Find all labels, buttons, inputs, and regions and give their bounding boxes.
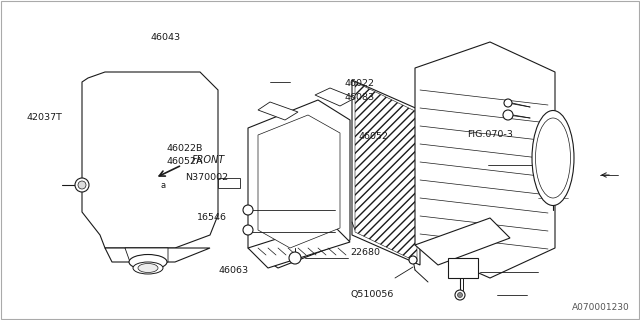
Circle shape — [503, 110, 513, 120]
Polygon shape — [315, 88, 355, 106]
Polygon shape — [125, 248, 168, 262]
Polygon shape — [258, 102, 298, 120]
Text: 42037T: 42037T — [27, 113, 63, 122]
Text: a: a — [161, 180, 166, 189]
Polygon shape — [82, 72, 218, 248]
Text: 46043: 46043 — [150, 33, 180, 42]
Polygon shape — [248, 100, 350, 268]
Ellipse shape — [138, 263, 158, 273]
Text: 46052: 46052 — [358, 132, 388, 140]
Circle shape — [243, 225, 253, 235]
Polygon shape — [105, 248, 210, 262]
Text: A070001230: A070001230 — [572, 303, 630, 312]
Text: 46083: 46083 — [344, 93, 374, 102]
Circle shape — [455, 290, 465, 300]
Circle shape — [75, 178, 89, 192]
Ellipse shape — [129, 254, 167, 269]
Text: 46022: 46022 — [344, 79, 374, 88]
Ellipse shape — [133, 262, 163, 274]
Circle shape — [504, 99, 512, 107]
Text: 46022B: 46022B — [166, 144, 203, 153]
Text: 22680: 22680 — [351, 248, 381, 257]
Text: Q510056: Q510056 — [351, 290, 394, 299]
Text: 46063: 46063 — [219, 266, 249, 275]
Text: FRONT: FRONT — [192, 155, 225, 165]
Polygon shape — [248, 222, 350, 268]
Circle shape — [243, 205, 253, 215]
Circle shape — [78, 181, 86, 189]
Circle shape — [409, 256, 417, 264]
Circle shape — [289, 252, 301, 264]
Polygon shape — [448, 258, 478, 278]
Polygon shape — [218, 178, 240, 188]
Polygon shape — [352, 80, 420, 265]
Ellipse shape — [532, 110, 574, 205]
Text: FIG.070-3: FIG.070-3 — [467, 130, 513, 139]
Text: 16546: 16546 — [197, 213, 227, 222]
Text: N370002: N370002 — [186, 173, 228, 182]
Polygon shape — [258, 115, 340, 248]
Polygon shape — [355, 82, 417, 262]
Circle shape — [458, 292, 463, 298]
Ellipse shape — [536, 118, 570, 198]
Polygon shape — [415, 218, 510, 265]
Text: 46052A: 46052A — [166, 157, 203, 166]
Polygon shape — [415, 42, 555, 278]
